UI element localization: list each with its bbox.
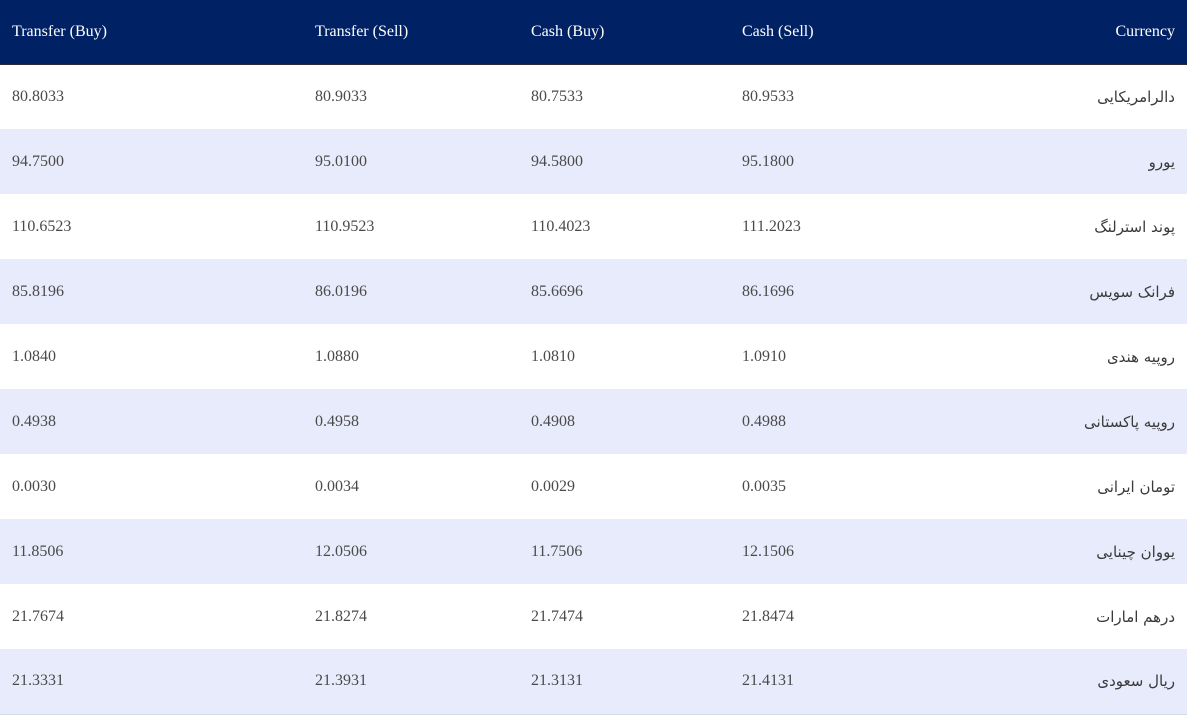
transfer-sell-value: 80.9033 [315, 87, 367, 105]
table-row: پوند استرلنگ 111.2023 110.4023 110.9523 … [0, 194, 1187, 259]
transfer-sell-value: 86.0196 [315, 282, 367, 300]
currency-name: پوند استرلنگ [1094, 217, 1175, 236]
cash-buy-value: 0.0029 [531, 477, 575, 495]
cash-sell-value: 86.1696 [742, 282, 794, 300]
cash-buy-value: 110.4023 [531, 217, 591, 235]
cash-sell-value: 21.4131 [730, 649, 987, 715]
cash-sell-value: 12.1506 [742, 542, 794, 560]
cash-buy-value: 85.6696 [531, 282, 583, 300]
header-cash-buy: Cash (Buy) [519, 0, 730, 65]
table-row: یووان چینایی 12.1506 11.7506 12.0506 11.… [0, 519, 1187, 584]
transfer-sell-value: 21.3931 [303, 649, 519, 715]
currency-name: یووان چینایی [1096, 542, 1175, 561]
transfer-buy-value: 21.7674 [12, 607, 64, 625]
cash-buy-value: 11.7506 [531, 542, 583, 560]
cash-sell-value: 80.9533 [742, 87, 794, 105]
currency-name: یورو [1148, 152, 1175, 171]
transfer-buy-value: 21.3331 [0, 649, 303, 715]
table-row: ریال سعودی 21.4131 21.3131 21.3931 21.33… [0, 649, 1187, 715]
table-row: تومان ایرانی 0.0035 0.0029 0.0034 0.0030 [0, 454, 1187, 519]
transfer-buy-value: 0.0030 [12, 477, 56, 495]
cash-sell-value: 1.0910 [742, 347, 786, 365]
cash-sell-value: 0.4988 [742, 412, 786, 430]
transfer-buy-value: 110.6523 [12, 217, 72, 235]
currency-name: تومان ایرانی [1097, 477, 1175, 496]
table-row: روپیه هندی 1.0910 1.0810 1.0880 1.0840 [0, 324, 1187, 389]
cash-buy-value: 21.7474 [531, 607, 583, 625]
table-header: Currency Cash (Sell) Cash (Buy) Transfer… [0, 0, 1187, 65]
transfer-sell-value: 0.4958 [315, 412, 359, 430]
header-transfer-buy: Transfer (Buy) [0, 0, 303, 65]
transfer-sell-value: 110.9523 [315, 217, 375, 235]
currency-name: روپیه پاکستانی [1083, 412, 1175, 431]
transfer-buy-value: 1.0840 [12, 347, 56, 365]
transfer-sell-value: 0.0034 [315, 477, 359, 495]
cash-sell-value: 95.1800 [742, 152, 794, 170]
cash-sell-value: 21.8474 [742, 607, 794, 625]
cash-buy-value: 94.5800 [531, 152, 583, 170]
table-row: روپیه پاکستانی 0.4988 0.4908 0.4958 0.49… [0, 389, 1187, 454]
transfer-sell-value: 21.8274 [315, 607, 367, 625]
currency-name: فرانک سویس [1089, 282, 1175, 301]
transfer-sell-value: 1.0880 [315, 347, 359, 365]
currency-name: روپیه هندی [1106, 347, 1175, 366]
transfer-buy-value: 11.8506 [12, 542, 64, 560]
currency-name: دالرامریکایی [1097, 87, 1175, 106]
cash-buy-value: 0.4908 [531, 412, 575, 430]
header-currency: Currency [987, 0, 1187, 65]
cash-sell-value: 0.0035 [742, 477, 786, 495]
table-row: دالرامریکایی 80.9533 80.7533 80.9033 80.… [0, 64, 1187, 129]
transfer-buy-value: 80.8033 [12, 87, 64, 105]
cash-buy-value: 1.0810 [531, 347, 575, 365]
transfer-buy-value: 94.7500 [12, 152, 64, 170]
table-row: درهم امارات 21.8474 21.7474 21.8274 21.7… [0, 584, 1187, 649]
cash-buy-value: 80.7533 [531, 87, 583, 105]
cash-sell-value: 111.2023 [742, 217, 801, 235]
cash-buy-value: 21.3131 [519, 649, 730, 715]
transfer-buy-value: 0.4938 [12, 412, 56, 430]
table-body: دالرامریکایی 80.9533 80.7533 80.9033 80.… [0, 64, 1187, 715]
header-row: Currency Cash (Sell) Cash (Buy) Transfer… [0, 0, 1187, 65]
header-cash-sell: Cash (Sell) [730, 0, 987, 65]
currency-name: درهم امارات [1096, 607, 1175, 626]
header-transfer-sell: Transfer (Sell) [303, 0, 519, 65]
transfer-sell-value: 12.0506 [315, 542, 367, 560]
table-row: فرانک سویس 86.1696 85.6696 86.0196 85.81… [0, 259, 1187, 324]
transfer-sell-value: 95.0100 [315, 152, 367, 170]
currency-name: ریال سعودی [987, 649, 1187, 715]
table-row: یورو 95.1800 94.5800 95.0100 94.7500 [0, 129, 1187, 194]
transfer-buy-value: 85.8196 [12, 282, 64, 300]
